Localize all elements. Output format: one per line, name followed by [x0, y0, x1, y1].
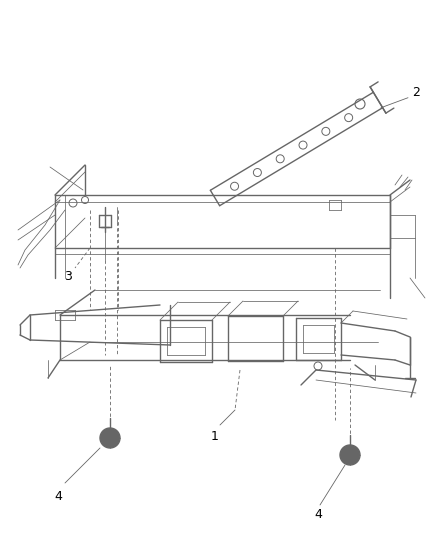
Text: 4: 4 [54, 489, 62, 503]
Text: 4: 4 [314, 508, 322, 521]
Text: 3: 3 [64, 270, 72, 282]
Circle shape [340, 445, 360, 465]
Text: 2: 2 [412, 86, 420, 99]
Text: 1: 1 [211, 430, 219, 442]
Circle shape [100, 428, 120, 448]
